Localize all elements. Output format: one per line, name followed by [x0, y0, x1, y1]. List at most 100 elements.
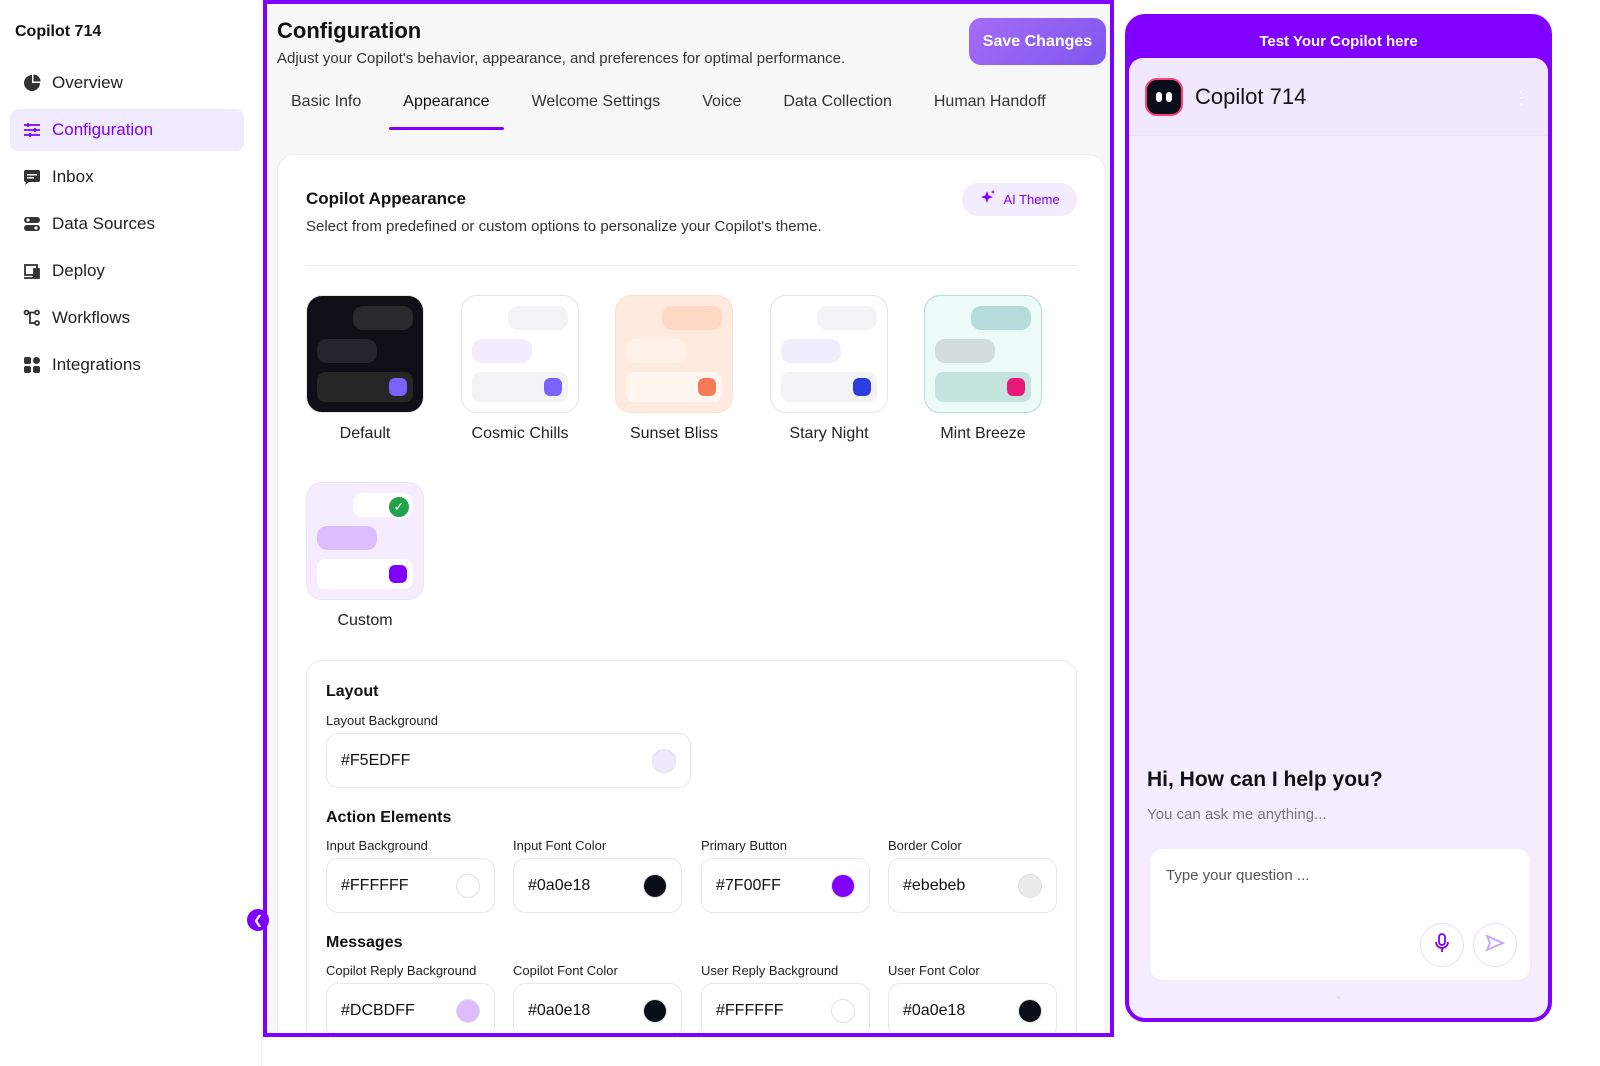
input-font-color-field[interactable]: #0a0e18 — [513, 858, 682, 913]
sidebar-item-deploy[interactable]: Deploy — [10, 250, 244, 292]
theme-thumbnail[interactable] — [306, 295, 424, 413]
theme-option-mint-breeze[interactable]: Mint Breeze — [924, 295, 1042, 443]
theme-thumbnail[interactable]: ✓ — [306, 482, 424, 600]
user-font-color-label: User Font Color — [888, 963, 980, 978]
ai-theme-button[interactable]: AI Theme — [962, 183, 1077, 216]
theme-label: Mint Breeze — [940, 425, 1026, 442]
config-tabs: Basic Info Appearance Welcome Settings V… — [277, 84, 1074, 130]
theme-option-sunset-bliss[interactable]: Sunset Bliss — [615, 295, 733, 443]
devices-icon — [22, 261, 42, 281]
greeting-title: Hi, How can I help you? — [1147, 768, 1383, 791]
more-options-icon[interactable]: ⋮ — [1512, 88, 1530, 108]
color-swatch[interactable] — [831, 874, 855, 898]
color-value: #FFFFFF — [716, 1001, 784, 1019]
chat-header: Copilot 714 ⋮ — [1129, 58, 1548, 136]
sidebar-item-label: Configuration — [52, 120, 154, 139]
border-color-field[interactable]: #ebebeb — [888, 858, 1057, 913]
sidebar-item-inbox[interactable]: Inbox — [10, 156, 244, 198]
color-swatch[interactable] — [643, 999, 667, 1023]
sidebar-nav: Overview Configuration Inbox Data Source… — [10, 62, 244, 391]
microphone-icon — [1433, 932, 1451, 958]
color-swatch[interactable] — [456, 999, 480, 1023]
theme-bubble — [817, 306, 877, 330]
theme-input-bar — [935, 372, 1031, 402]
layout-title: Layout — [326, 683, 379, 700]
copilot-font-color-field[interactable]: #0a0e18 — [513, 983, 682, 1033]
page-subtitle: Adjust your Copilot's behavior, appearan… — [277, 50, 846, 67]
tab-voice[interactable]: Voice — [702, 93, 742, 110]
color-swatch[interactable] — [831, 999, 855, 1023]
preview-title: Test Your Copilot here — [1259, 32, 1418, 50]
greeting-subtitle: You can ask me anything... — [1147, 806, 1327, 823]
app-title: Copilot 714 — [15, 23, 102, 40]
input-background-label: Input Background — [326, 838, 428, 853]
sidebar-item-label: Workflows — [52, 308, 131, 327]
save-changes-button[interactable]: Save Changes — [969, 18, 1106, 65]
color-value: #0a0e18 — [903, 1001, 966, 1019]
theme-input-bar — [317, 559, 413, 589]
theme-bubble — [971, 306, 1031, 330]
theme-accent-dot — [1007, 378, 1025, 396]
send-icon — [1485, 933, 1506, 957]
layout-background-field[interactable]: #F5EDFF — [326, 733, 691, 788]
microphone-button[interactable] — [1420, 923, 1464, 967]
theme-bubble — [353, 306, 413, 330]
copilot-reply-background-field[interactable]: #DCBDFF — [326, 983, 495, 1033]
theme-bubble — [317, 339, 377, 363]
tab-human-handoff[interactable]: Human Handoff — [933, 93, 1046, 110]
database-toggle-icon — [22, 214, 42, 234]
border-color-label: Border Color — [888, 838, 962, 853]
color-value: #DCBDFF — [341, 1001, 415, 1019]
color-swatch[interactable] — [1018, 999, 1042, 1023]
send-button[interactable] — [1473, 923, 1517, 967]
sidebar-item-configuration[interactable]: Configuration — [10, 109, 244, 151]
sparkles-icon — [979, 189, 997, 210]
tab-appearance[interactable]: Appearance — [389, 84, 504, 130]
chat-input[interactable]: Type your question ... — [1149, 848, 1531, 981]
input-background-field[interactable]: #FFFFFF — [326, 858, 495, 913]
sidebar-item-overview[interactable]: Overview — [10, 62, 244, 104]
sidebar-item-label: Data Sources — [52, 214, 155, 233]
theme-bubble — [626, 339, 686, 363]
layout-background-value: #F5EDFF — [341, 751, 411, 769]
theme-thumbnail[interactable] — [770, 295, 888, 413]
color-settings-panel: Layout Layout Background #F5EDFF Action … — [306, 660, 1077, 1033]
divider — [306, 265, 1077, 266]
sidebar-item-integrations[interactable]: Integrations — [10, 344, 244, 386]
chevron-left-icon: ❮ — [252, 913, 264, 927]
theme-option-cosmic-chills[interactable]: Cosmic Chills — [461, 295, 579, 443]
theme-label: Cosmic Chills — [471, 425, 569, 442]
copilot-preview: Test Your Copilot here Copilot 714 ⋮ Hi,… — [1125, 14, 1552, 1022]
sidebar: Copilot 714 Overview Configuration Inbox… — [0, 0, 262, 1066]
theme-bubble — [317, 526, 377, 550]
section-subtitle: Select from predefined or custom options… — [306, 218, 822, 235]
tab-welcome-settings[interactable]: Welcome Settings — [531, 93, 661, 110]
user-font-color-field[interactable]: #0a0e18 — [888, 983, 1057, 1033]
theme-thumbnail[interactable] — [924, 295, 1042, 413]
color-value: #0a0e18 — [528, 876, 591, 894]
theme-option-default[interactable]: Default — [306, 295, 424, 443]
theme-accent-dot — [544, 378, 562, 396]
grid-icon — [22, 355, 42, 375]
tab-basic-info[interactable]: Basic Info — [291, 93, 362, 110]
primary-button-field[interactable]: #7F00FF — [701, 858, 870, 913]
theme-input-bar — [781, 372, 877, 402]
theme-option-custom[interactable]: ✓ Custom — [306, 482, 424, 630]
sidebar-item-data-sources[interactable]: Data Sources — [10, 203, 244, 245]
copilot-font-color-label: Copilot Font Color — [513, 963, 618, 978]
theme-thumbnail[interactable] — [615, 295, 733, 413]
sidebar-item-workflows[interactable]: Workflows — [10, 297, 244, 339]
color-value: #0a0e18 — [528, 1001, 591, 1019]
theme-input-bar — [626, 372, 722, 402]
sidebar-item-label: Inbox — [52, 167, 94, 186]
user-reply-background-field[interactable]: #FFFFFF — [701, 983, 870, 1033]
theme-option-stary-night[interactable]: Stary Night — [770, 295, 888, 443]
theme-bubble — [508, 306, 568, 330]
color-swatch[interactable] — [652, 749, 676, 773]
tab-data-collection[interactable]: Data Collection — [783, 93, 892, 110]
color-swatch[interactable] — [1018, 874, 1042, 898]
theme-thumbnail[interactable] — [461, 295, 579, 413]
color-swatch[interactable] — [456, 874, 480, 898]
collapse-sidebar-button[interactable]: ❮ — [247, 909, 269, 931]
color-swatch[interactable] — [643, 874, 667, 898]
